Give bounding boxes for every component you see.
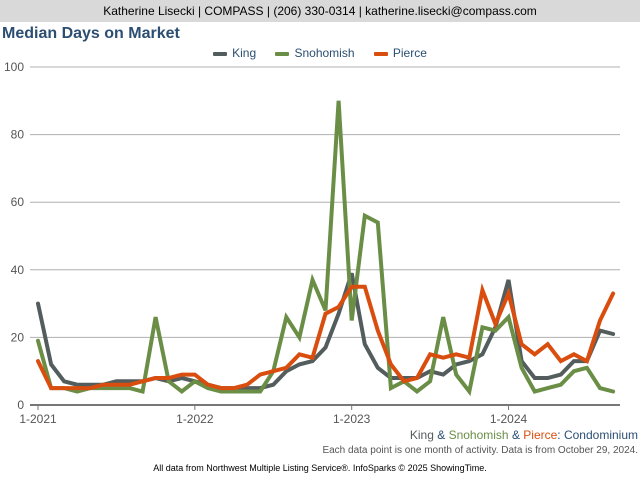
y-tick-label: 60 (11, 195, 25, 209)
subtitle-king: King (409, 428, 434, 442)
y-tick-label: 40 (11, 263, 25, 277)
chart-title: Median Days on Market (2, 25, 180, 42)
chart-subtitle: King & Snohomish & Pierce: Condominium (410, 428, 638, 442)
legend-king: King (213, 46, 256, 60)
legend: King Snohomish Pierce (0, 46, 640, 60)
footer: All data from Northwest Multiple Listing… (153, 463, 487, 473)
legend-label: Pierce (392, 46, 427, 60)
y-tick-label: 80 (11, 128, 25, 142)
subtitle-sep: & (433, 428, 449, 442)
y-tick-label: 0 (17, 398, 24, 412)
legend-label: Snohomish (294, 46, 355, 60)
series-line-snohomish (36, 100, 616, 397)
y-tick-label: 20 (11, 330, 25, 344)
data-note: Each data point is one month of activity… (322, 445, 638, 456)
series-line-pierce (36, 282, 616, 391)
subtitle-pierce: Pierce (523, 428, 558, 442)
legend-label: King (232, 46, 257, 60)
legend-snohomish: Snohomish (275, 46, 355, 60)
legend-pierce: Pierce (373, 46, 427, 60)
x-tick-label: 1-2021 (19, 412, 57, 426)
contact-bar: Katherine Lisecki | COMPASS | (206) 330-… (0, 0, 640, 22)
subtitle-sep: & (508, 428, 524, 442)
x-tick-label: 1-2024 (490, 412, 528, 426)
x-tick-label: 1-2023 (333, 412, 371, 426)
y-tick-label: 100 (4, 60, 24, 74)
subtitle-snohomish: Snohomish (448, 428, 509, 442)
x-tick-label: 1-2022 (176, 412, 214, 426)
subtitle-rest: : Condominium (557, 428, 638, 442)
